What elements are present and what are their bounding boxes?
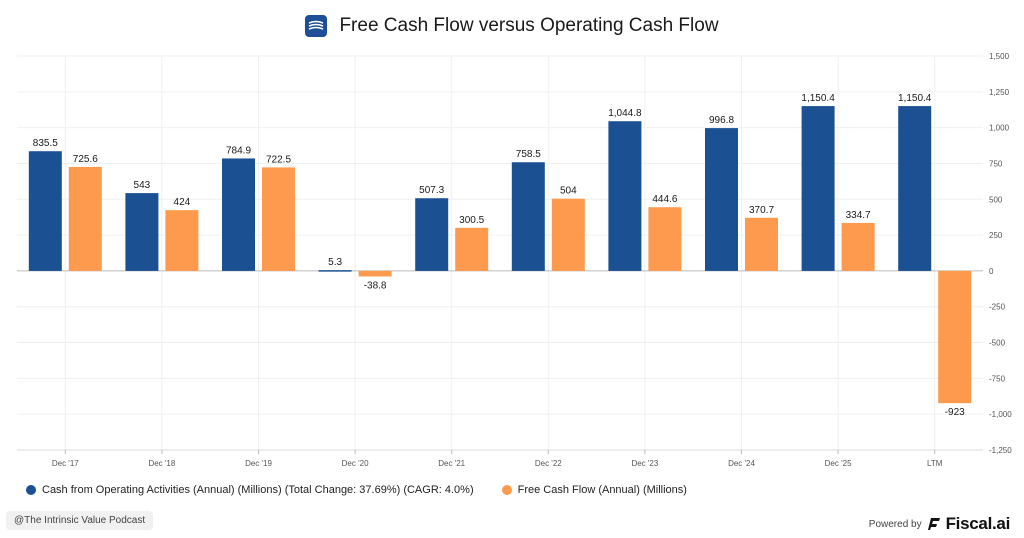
y-tick-label: 500 <box>989 195 1003 204</box>
bar-free-cash-flow <box>165 210 199 271</box>
y-tick-label: -750 <box>989 374 1006 383</box>
data-label: 424 <box>174 197 191 208</box>
bar-operating-cash-flow <box>801 106 835 271</box>
y-tick-label: -1,250 <box>989 446 1012 455</box>
bar-operating-cash-flow <box>608 121 642 271</box>
company-logo-icon <box>305 15 328 37</box>
x-tick-label: Dec '21 <box>438 459 465 468</box>
y-tick-label: -500 <box>989 339 1006 348</box>
data-label: 334.7 <box>846 210 871 221</box>
bar-operating-cash-flow <box>705 128 738 271</box>
y-tick-label: 250 <box>989 231 1003 240</box>
y-tick-label: 1,000 <box>989 124 1010 133</box>
data-label: 1,044.8 <box>608 108 642 119</box>
data-label: 300.5 <box>459 215 484 226</box>
chart-header: Free Cash Flow versus Operating Cash Flo… <box>0 12 1024 40</box>
data-label: 370.7 <box>749 205 774 216</box>
x-tick-label: Dec '25 <box>825 459 852 468</box>
y-tick-label: -1,000 <box>989 410 1012 419</box>
bar-operating-cash-flow <box>318 270 352 272</box>
bar-operating-cash-flow <box>222 158 255 271</box>
legend-swatch-orange <box>501 485 512 495</box>
legend-label: Cash from Operating Activities (Annual) … <box>42 484 474 496</box>
bar-free-cash-flow <box>648 207 682 271</box>
x-tick-label: Dec '24 <box>728 459 755 468</box>
data-label: 758.5 <box>516 149 541 160</box>
data-label: 5.3 <box>328 257 342 268</box>
chart-title: Free Cash Flow versus Operating Cash Flo… <box>339 15 719 36</box>
bar-chart: 1,500 1,250 1,000 750 500 250 0 -250 -500 -750 -1,… <box>17 52 1012 468</box>
x-tick-label: Dec '23 <box>631 459 658 468</box>
data-label: 835.5 <box>33 138 58 149</box>
data-label: 784.9 <box>226 145 251 156</box>
data-label: 996.8 <box>709 115 734 126</box>
bar-free-cash-flow <box>68 166 102 271</box>
y-tick-label: 750 <box>989 159 1003 168</box>
watermark: @The Intrinsic Value Podcast <box>6 511 154 530</box>
fiscal-logo-icon <box>927 517 941 531</box>
data-label: 1,150.4 <box>801 93 835 104</box>
bar-free-cash-flow <box>841 222 875 271</box>
x-tick-label: Dec '19 <box>245 459 272 468</box>
bar-free-cash-flow <box>455 227 489 271</box>
x-tick-label: LTM <box>927 459 943 468</box>
x-tick-label: Dec '20 <box>342 459 369 468</box>
bar-operating-cash-flow <box>898 106 932 271</box>
data-label: 504 <box>560 186 577 197</box>
data-label: 722.5 <box>266 154 291 165</box>
data-label: -38.8 <box>364 280 387 291</box>
y-tick-label: 0 <box>989 267 994 276</box>
bar-operating-cash-flow <box>511 162 545 271</box>
bar-free-cash-flow <box>358 270 392 277</box>
bar-free-cash-flow <box>262 167 295 271</box>
data-label: 1,150.4 <box>898 93 932 104</box>
legend-label: Free Cash Flow (Annual) (Millions) <box>517 484 687 496</box>
legend-item-free-cash-flow[interactable]: Free Cash Flow (Annual) (Millions) <box>501 484 687 496</box>
legend-item-operating-cash-flow[interactable]: Cash from Operating Activities (Annual) … <box>26 484 474 496</box>
data-label: 543 <box>134 180 151 191</box>
x-tick-label: Dec '17 <box>52 459 79 468</box>
legend-swatch-blue <box>26 485 36 495</box>
bar-free-cash-flow <box>938 270 972 404</box>
bar-operating-cash-flow <box>415 198 449 271</box>
y-tick-label: -250 <box>989 303 1006 312</box>
data-label: -923 <box>945 407 965 418</box>
bar-free-cash-flow <box>745 217 778 271</box>
powered-by: Powered by Fiscal.ai <box>868 514 1011 534</box>
data-label: 507.3 <box>419 185 444 196</box>
y-tick-label: 1,500 <box>989 52 1010 61</box>
bar-free-cash-flow <box>551 198 585 271</box>
x-tick-label: Dec '18 <box>148 459 175 468</box>
y-tick-label: 1,250 <box>989 88 1010 97</box>
chart-legend: Cash from Operating Activities (Annual) … <box>26 484 687 496</box>
powered-by-label: Powered by <box>868 518 922 530</box>
bar-operating-cash-flow <box>28 151 62 271</box>
brand-name[interactable]: Fiscal.ai <box>945 514 1011 533</box>
data-label: 444.6 <box>652 194 677 205</box>
bar-operating-cash-flow <box>125 193 159 271</box>
data-label: 725.6 <box>73 154 98 165</box>
x-tick-label: Dec '22 <box>535 459 562 468</box>
